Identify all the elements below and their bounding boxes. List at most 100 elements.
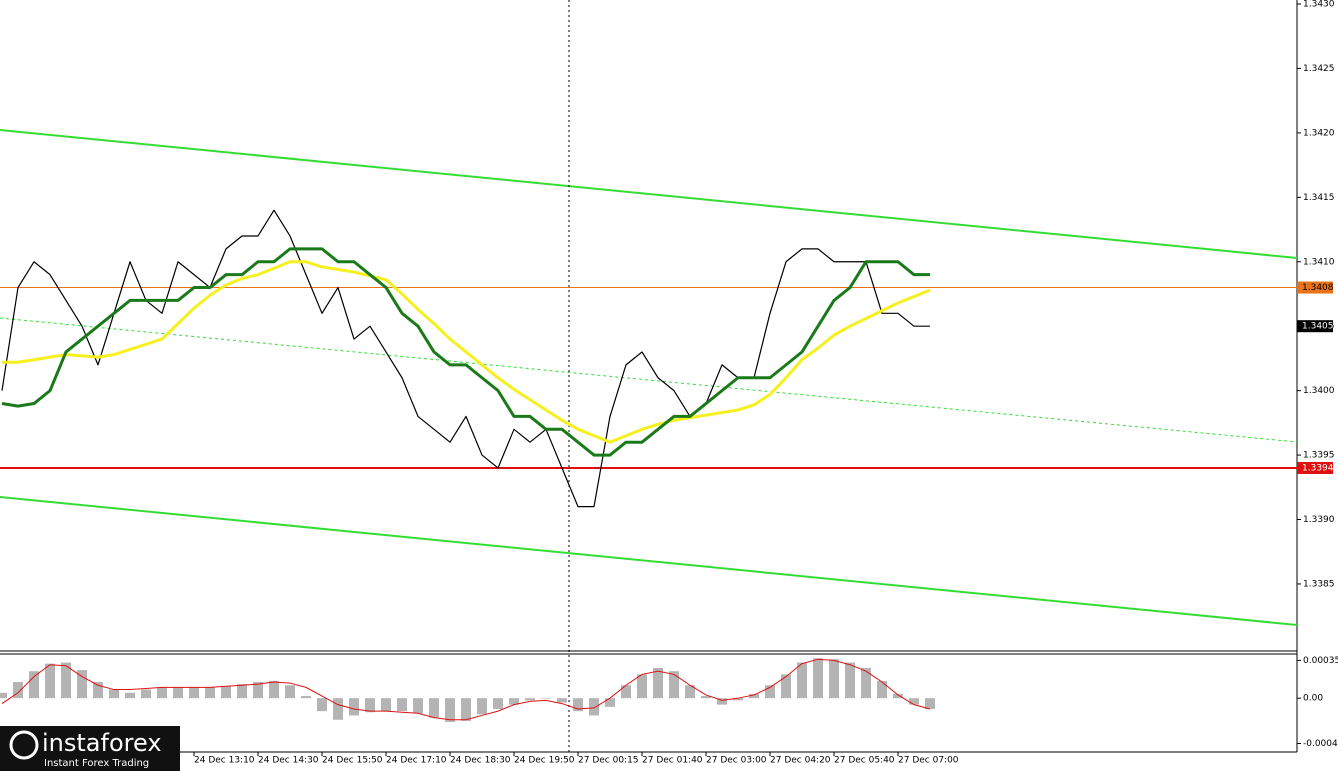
channel-lower (0, 496, 1298, 626)
macd-bar (877, 680, 887, 699)
macd-bar (0, 692, 7, 699)
logo-name: instaforex (42, 729, 162, 757)
macd-bar (925, 698, 935, 709)
y-tick-label: 1.3395 (1303, 451, 1335, 461)
macd-bar (477, 698, 487, 715)
macd-bar (61, 662, 71, 699)
macd-bar (621, 685, 631, 699)
y-tick-label: 1.3385 (1303, 579, 1335, 589)
macd-bar (397, 698, 407, 712)
macd-bar (381, 698, 391, 712)
channel-upper (0, 129, 1298, 259)
x-tick-label: 24 Dec 18:30 (450, 756, 511, 766)
level-label: 1.3405 (1302, 322, 1334, 332)
series-line (2, 260, 931, 444)
y-tick-label: 1.3420 (1303, 128, 1335, 138)
signal-line (1, 658, 931, 721)
y-tick-label: 1.3400 (1303, 386, 1335, 396)
series-line (1, 209, 930, 508)
macd-bar (221, 686, 231, 699)
level-label: 1.3394 (1302, 463, 1334, 473)
macd-bar (733, 698, 743, 701)
macd-bar (429, 698, 439, 718)
macd-bar (93, 681, 103, 699)
macd-bar (637, 674, 647, 699)
macd-bar (269, 680, 279, 699)
level-box (1297, 320, 1333, 333)
macd-bar (301, 696, 311, 699)
macd-bar (845, 662, 855, 699)
level-label: 1.3408 (1302, 283, 1334, 293)
macd-bar (781, 674, 791, 699)
macd-bar (701, 696, 711, 699)
y-tick-label: 1.3425 (1303, 64, 1335, 74)
macd-bar (573, 698, 583, 712)
macd-bar (589, 698, 599, 716)
macd-bar (813, 658, 823, 699)
channel-mid (0, 317, 1298, 443)
level-box (1297, 461, 1333, 474)
macd-bar (349, 698, 359, 716)
x-tick-label: 27 Dec 01:40 (642, 756, 703, 766)
x-tick-label: 27 Dec 05:40 (834, 756, 895, 766)
x-tick-label: 27 Dec 03:00 (706, 756, 767, 766)
macd-bar (541, 698, 551, 699)
macd-bar (717, 698, 727, 705)
y-tick-label: 1.3415 (1303, 193, 1335, 203)
logo-tagline: Instant Forex Trading (44, 758, 149, 769)
x-tick-label: 24 Dec 15:50 (322, 756, 383, 766)
macd-bar (765, 685, 775, 699)
x-tick-label: 24 Dec 17:10 (386, 756, 447, 766)
macd-bar (413, 698, 423, 714)
macd-bar (525, 698, 535, 701)
macd-bar (829, 659, 839, 699)
macd-bar (109, 689, 119, 699)
macd-bar (605, 698, 615, 707)
y-tick-label: 1.3410 (1303, 257, 1335, 267)
macd-bar (365, 698, 375, 713)
macd-bar (893, 693, 903, 699)
macd-bar (157, 687, 167, 699)
macd-bar (173, 687, 183, 699)
macd-bar (685, 685, 695, 699)
x-tick-label: 24 Dec 14:30 (258, 756, 319, 766)
macd-bar (125, 692, 135, 699)
x-tick-label: 27 Dec 00:15 (578, 756, 639, 766)
macd-bar (77, 670, 87, 699)
macd-bar (445, 698, 455, 722)
y-tick-label: 0.00035 (1303, 656, 1338, 666)
macd-bar (461, 698, 471, 721)
macd-bar (509, 698, 519, 705)
x-tick-label: 27 Dec 07:00 (898, 756, 959, 766)
macd-bar (797, 662, 807, 699)
x-tick-label: 24 Dec 13:10 (194, 756, 255, 766)
macd-bar (189, 687, 199, 699)
macd-bar (13, 681, 23, 699)
y-tick-label: 0.00 (1303, 694, 1323, 704)
macd-bar (141, 689, 151, 699)
y-tick-label: 1.3390 (1303, 515, 1335, 525)
level-box (1297, 281, 1333, 294)
macd-bar (909, 698, 919, 705)
macd-bar (557, 698, 567, 703)
y-tick-label: -0.00042 (1303, 739, 1338, 749)
macd-bar (205, 687, 215, 699)
macd-bar (861, 667, 871, 699)
y-tick-label: 1.3430 (1303, 0, 1335, 10)
logo-icon (9, 730, 39, 760)
macd-bar (653, 667, 663, 699)
macd-bar (333, 698, 343, 720)
macd-bar (29, 671, 39, 699)
macd-bar (749, 693, 759, 699)
x-tick-label: 27 Dec 04:20 (770, 756, 831, 766)
macd-bar (493, 698, 503, 709)
macd-bar (253, 681, 263, 699)
macd-bar (317, 698, 327, 712)
macd-bar (669, 671, 679, 699)
macd-bar (237, 684, 247, 699)
macd-bar (45, 663, 55, 699)
